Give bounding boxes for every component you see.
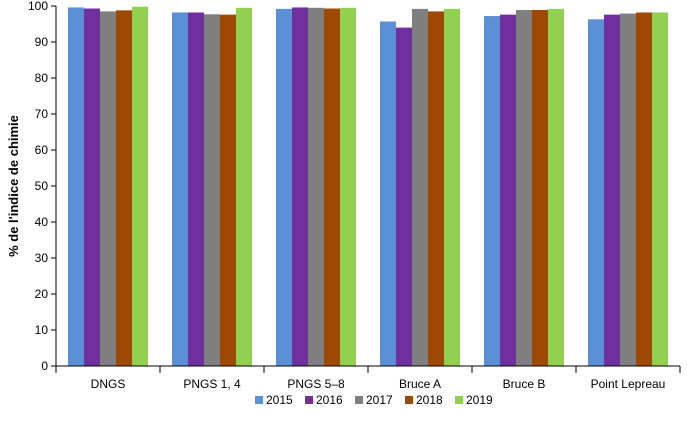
category-label: Bruce A (399, 377, 441, 391)
bar-2016-5 (604, 14, 620, 366)
bar-2019-0 (132, 6, 148, 366)
axes (55, 6, 680, 367)
bar-series (68, 6, 668, 367)
y-tick-label: 70 (35, 107, 49, 121)
bar-2018-5 (636, 12, 652, 366)
legend-label: 2015 (266, 393, 293, 407)
y-axis-label: % de l'indice de chimie (6, 115, 21, 257)
bar-2015-1 (172, 12, 188, 366)
legend-label: 2016 (316, 393, 343, 407)
bar-2017-5 (620, 13, 636, 367)
bar-2015-0 (68, 7, 84, 366)
bar-2017-1 (204, 14, 220, 367)
y-tick-label: 30 (35, 251, 49, 265)
bar-2019-2 (340, 7, 356, 367)
bar-2018-3 (428, 11, 444, 367)
y-tick-label: 50 (35, 179, 49, 193)
bar-2019-1 (236, 7, 252, 367)
legend: 2015 2016 2017 2018 2019 (255, 393, 493, 407)
bar-2018-2 (324, 8, 340, 367)
bar-2018-0 (116, 10, 132, 366)
legend-swatch-2015 (255, 396, 263, 404)
legend-label: 2018 (416, 393, 443, 407)
bar-2015-5 (588, 19, 604, 366)
legend-swatch-2019 (455, 396, 463, 404)
bar-2018-4 (532, 9, 548, 367)
y-tick-label: 80 (35, 71, 49, 85)
y-tick-label: 60 (35, 143, 49, 157)
bar-2019-4 (548, 8, 564, 366)
bar-2016-2 (292, 7, 308, 366)
y-tick-label: 20 (35, 287, 49, 301)
y-tick-label: 90 (35, 35, 49, 49)
y-tick-label: 0 (41, 359, 48, 373)
bar-2016-3 (396, 27, 412, 366)
bar-2018-1 (220, 14, 236, 366)
y-tick-label: 100 (28, 0, 48, 13)
x-axis-categories: DNGS PNGS 1, 4 PNGS 5–8 Bruce A Bruce B Point… (55, 366, 681, 391)
category-label: DNGS (91, 377, 126, 391)
bar-2016-1 (188, 12, 204, 366)
bar-2017-2 (308, 7, 324, 367)
category-label: PNGS 5–8 (287, 377, 345, 391)
y-tick-label: 10 (35, 323, 49, 337)
legend-swatch-2016 (305, 396, 313, 404)
bar-2016-4 (500, 14, 516, 366)
y-axis-ticks: 0 10 20 30 40 50 60 70 80 90 100 (28, 0, 56, 373)
bar-2017-4 (516, 9, 532, 367)
bar-2015-3 (380, 21, 396, 366)
bar-2015-4 (484, 16, 500, 367)
legend-swatch-2018 (405, 396, 413, 404)
category-label: Bruce B (503, 377, 546, 391)
legend-label: 2017 (366, 393, 393, 407)
bar-2019-3 (444, 8, 460, 366)
legend-label: 2019 (466, 393, 493, 407)
category-label: Point Lepreau (591, 377, 666, 391)
bar-2015-2 (276, 8, 292, 366)
y-tick-label: 40 (35, 215, 49, 229)
legend-swatch-2017 (355, 396, 363, 404)
bar-2017-0 (100, 11, 116, 367)
bar-2019-5 (652, 12, 668, 366)
bar-2017-3 (412, 8, 428, 366)
category-label: PNGS 1, 4 (183, 377, 241, 391)
bar-2016-0 (84, 8, 100, 367)
